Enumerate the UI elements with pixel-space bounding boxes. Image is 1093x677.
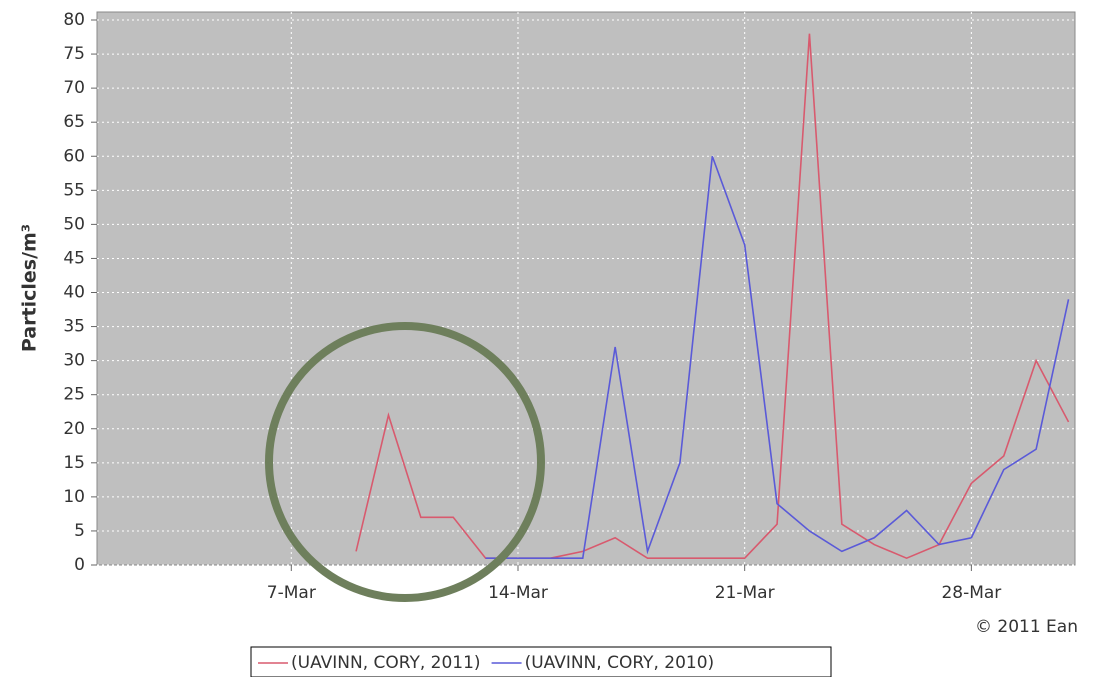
y-tick-label: 50 — [63, 214, 85, 234]
y-tick-label: 45 — [63, 248, 85, 268]
series-line — [355, 33, 1070, 560]
y-tick-label: 70 — [63, 78, 85, 98]
y-tick-label: 75 — [63, 44, 85, 64]
y-tick-label: 40 — [63, 283, 85, 303]
y-tick-label: 20 — [63, 419, 85, 439]
x-tick-label: 21-Mar — [715, 583, 775, 603]
legend-label: (UAVINN, CORY, 2011) — [291, 653, 481, 673]
series-line — [485, 155, 1070, 559]
y-tick-label: 25 — [63, 385, 85, 405]
y-tick-label: 15 — [63, 453, 85, 473]
y-tick-label: 30 — [63, 351, 85, 371]
y-tick-label: 60 — [63, 146, 85, 166]
x-tick-label: 28-Mar — [941, 583, 1001, 603]
legend-label: (UAVINN, CORY, 2010) — [525, 653, 715, 673]
y-axis-label: Particles/m³ — [19, 224, 41, 352]
y-tick-label: 80 — [63, 10, 85, 30]
annotation: © 2011 Ean — [975, 617, 1078, 637]
x-tick-label: 7-Mar — [267, 583, 316, 603]
x-tick-label: 14-Mar — [488, 583, 548, 603]
y-tick-label: 10 — [63, 487, 85, 507]
y-tick-label: 35 — [63, 317, 85, 337]
plot-area — [96, 11, 1076, 566]
y-tick-label: 5 — [74, 521, 85, 541]
y-tick-label: 65 — [63, 112, 85, 132]
y-tick-label: 0 — [74, 555, 85, 575]
legend-box — [250, 646, 832, 677]
highlight-circle — [265, 322, 545, 602]
y-tick-label: 55 — [63, 180, 85, 200]
